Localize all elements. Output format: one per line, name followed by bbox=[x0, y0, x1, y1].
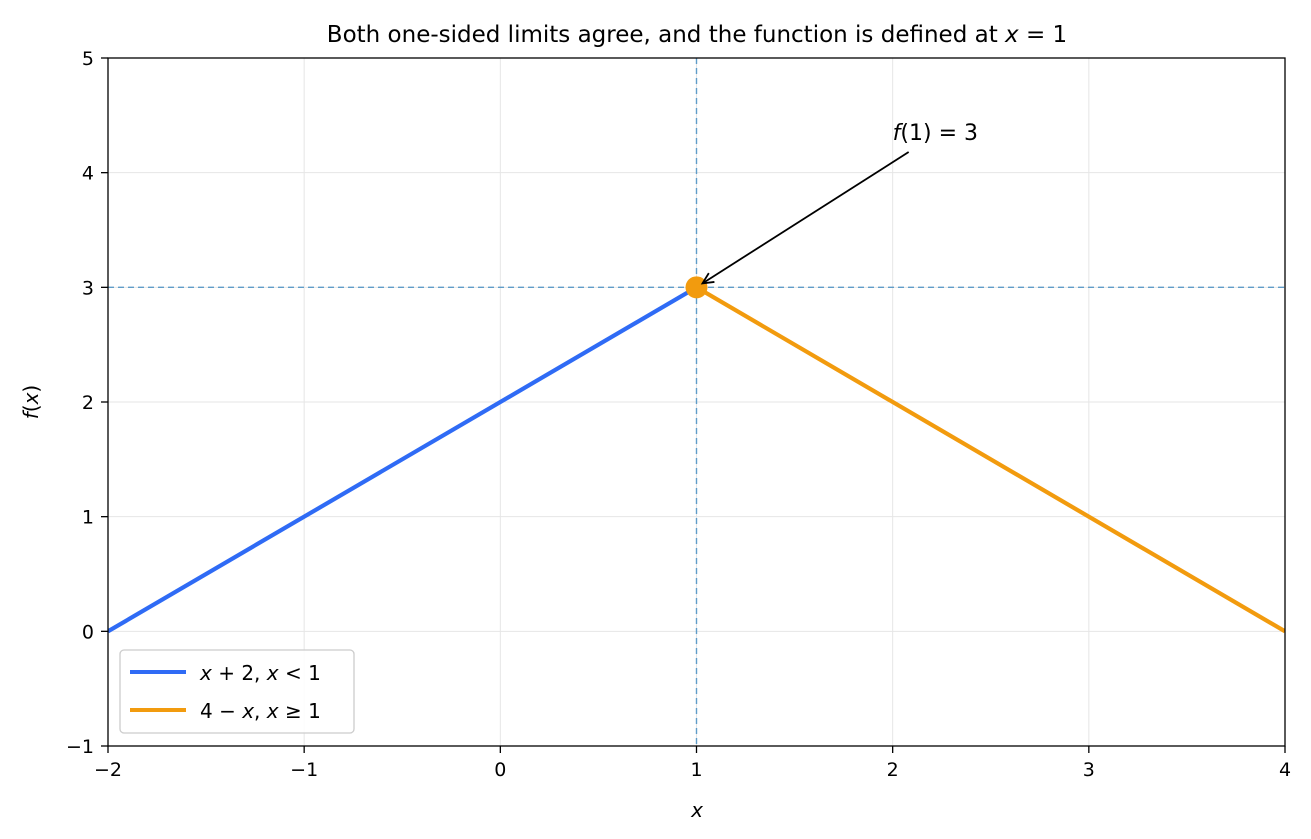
y-tick-label: 3 bbox=[82, 277, 94, 299]
legend-label-left: x + 2, x < 1 bbox=[199, 661, 321, 685]
x-tick-label: 1 bbox=[690, 759, 702, 781]
annotation: f(1) = 3 bbox=[700, 121, 978, 285]
x-tick-label: −2 bbox=[94, 759, 122, 781]
x-tick-label: 4 bbox=[1279, 759, 1291, 781]
point-marker-group bbox=[685, 276, 708, 299]
legend: x + 2, x < 1 4 − x, x ≥ 1 bbox=[119, 649, 355, 734]
x-axis-label: x bbox=[690, 798, 703, 822]
y-tick-label: 2 bbox=[82, 392, 94, 414]
y-tick-label: 0 bbox=[82, 621, 94, 643]
x-tick-label: 3 bbox=[1083, 759, 1095, 781]
x-tick-label: 2 bbox=[887, 759, 899, 781]
y-tick-label: −1 bbox=[66, 736, 94, 758]
series-line-right bbox=[695, 285, 1285, 634]
annotation-arrowhead bbox=[700, 272, 715, 285]
y-tick-label: 5 bbox=[82, 48, 94, 70]
x-tick-label: −1 bbox=[290, 759, 318, 781]
annotation-text: f(1) = 3 bbox=[893, 121, 978, 146]
y-tick-label: 1 bbox=[82, 507, 94, 529]
reference-lines bbox=[108, 58, 1285, 746]
point-marker bbox=[685, 276, 708, 299]
y-axis-ticks: −1 0 1 2 3 4 5 bbox=[66, 48, 108, 758]
annotation-arrow bbox=[702, 151, 910, 285]
series-line-left bbox=[108, 285, 698, 634]
series-group bbox=[108, 285, 1285, 634]
chart-title: Both one-sided limits agree, and the fun… bbox=[327, 22, 1067, 48]
y-axis-label: f(x) bbox=[19, 385, 43, 420]
x-axis-ticks: −2 −1 0 1 2 3 4 bbox=[94, 746, 1291, 781]
y-tick-label: 4 bbox=[82, 163, 94, 185]
x-tick-label: 0 bbox=[494, 759, 506, 781]
legend-label-right: 4 − x, x ≥ 1 bbox=[200, 699, 321, 723]
